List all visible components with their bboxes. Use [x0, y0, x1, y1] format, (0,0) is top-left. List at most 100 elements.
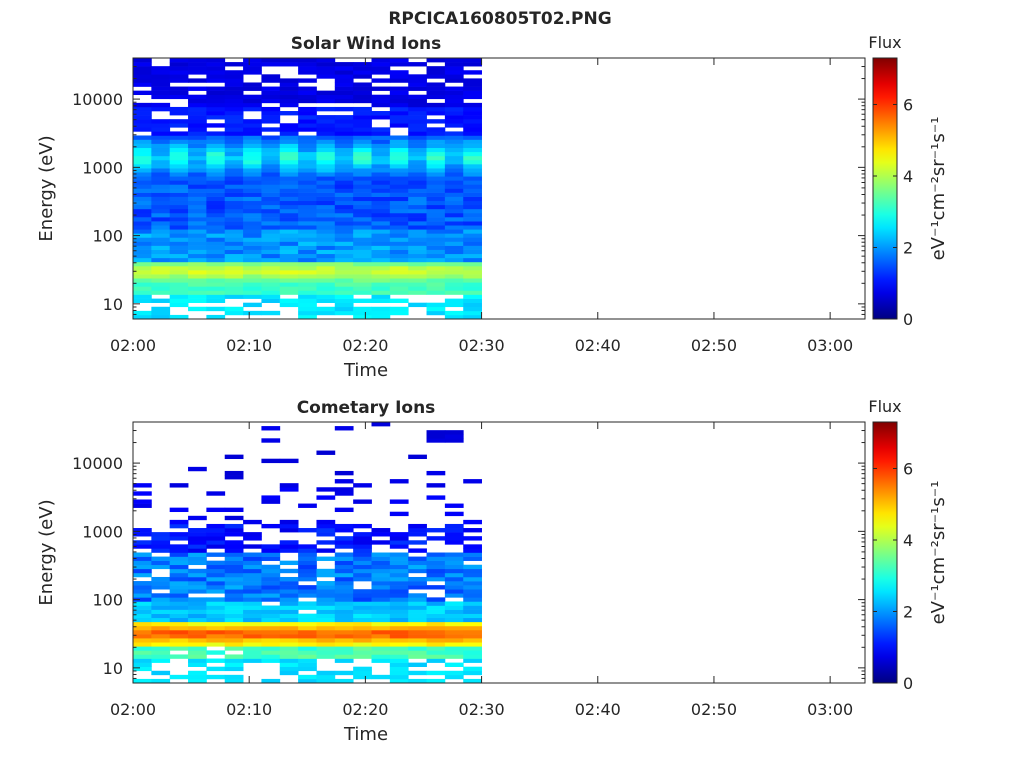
heatmap-cell: [298, 314, 317, 319]
heatmap-cell: [444, 556, 464, 561]
heatmap-cell: [206, 217, 226, 222]
heatmap-cell: [444, 298, 464, 303]
heatmap-cell: [426, 597, 446, 602]
heatmap-cell: [408, 290, 427, 295]
heatmap-cell: [206, 221, 226, 226]
heatmap-cell: [463, 245, 482, 250]
heatmap-cell: [463, 229, 482, 234]
heatmap-cell: [463, 168, 482, 173]
colorbar-tick-label: 4: [903, 167, 913, 186]
heatmap-cell: [408, 82, 427, 87]
heatmap-cell: [279, 184, 299, 189]
heatmap-cell: [206, 491, 226, 496]
heatmap-cell: [188, 123, 207, 128]
heatmap-cell: [426, 286, 446, 291]
heatmap-cell: [206, 253, 226, 259]
heatmap-cell: [463, 94, 482, 100]
heatmap-cell: [261, 135, 281, 140]
heatmap-cell: [279, 200, 299, 206]
heatmap-cell: [243, 625, 262, 631]
heatmap-cell: [298, 650, 317, 655]
heatmap-cell: [353, 249, 372, 255]
heatmap-cell: [261, 143, 281, 149]
heatmap-cell: [206, 115, 226, 120]
heatmap-cell: [279, 123, 299, 128]
heatmap-cell: [408, 302, 427, 308]
heatmap-cell: [298, 654, 317, 659]
heatmap-cell: [188, 106, 207, 112]
panel-title: Solar Wind Ions: [291, 34, 442, 54]
heatmap-cell: [206, 605, 226, 610]
heatmap-cell: [389, 617, 409, 623]
heatmap-cell: [444, 229, 464, 234]
heatmap-cell: [463, 212, 482, 218]
heatmap-cell: [224, 184, 244, 189]
heatmap-cell: [206, 581, 226, 586]
heatmap-cell: [389, 200, 409, 206]
heatmap-cell: [334, 200, 354, 206]
heatmap-cell: [426, 66, 446, 71]
heatmap-cell: [371, 225, 391, 230]
heatmap-cell: [408, 621, 427, 627]
heatmap-cells: [133, 422, 482, 683]
heatmap-cell: [316, 143, 336, 149]
heatmap-cell: [463, 115, 482, 120]
heatmap-cell: [316, 139, 336, 144]
heatmap-cell: [169, 119, 189, 124]
heatmap-cell: [316, 310, 336, 316]
heatmap-cell: [408, 556, 427, 561]
heatmap-cell: [224, 662, 244, 667]
heatmap-cell: [279, 245, 299, 250]
heatmap-cell: [169, 147, 189, 153]
heatmap-cell: [334, 581, 354, 586]
heatmap-cell: [408, 646, 427, 651]
y-tick-label: 10: [103, 295, 123, 314]
heatmap-cell: [463, 552, 482, 557]
heatmap-cell: [243, 609, 262, 614]
heatmap-cell: [316, 605, 336, 610]
heatmap-cell: [463, 90, 482, 96]
heatmap-cell: [353, 278, 372, 283]
heatmap-cell: [353, 172, 372, 177]
heatmap-cell: [224, 74, 244, 79]
heatmap-cell: [426, 221, 446, 226]
heatmap-cell: [408, 605, 427, 610]
heatmap-cell: [279, 642, 299, 647]
x-tick-label: 02:00: [110, 336, 156, 355]
heatmap-cell: [151, 131, 171, 136]
heatmap-cell: [463, 306, 482, 312]
heatmap-cell: [334, 204, 354, 210]
heatmap-cell: [371, 147, 391, 153]
heatmap-cell: [426, 155, 446, 161]
heatmap-cell: [334, 106, 354, 112]
heatmap-cell: [188, 58, 207, 63]
heatmap-cell: [151, 629, 171, 635]
heatmap-cell: [316, 270, 336, 275]
heatmap-cell: [261, 155, 281, 161]
heatmap-cell: [133, 180, 152, 185]
heatmap-cell: [426, 143, 446, 149]
heatmap-cell: [261, 225, 281, 230]
heatmap-cell: [188, 204, 207, 210]
heatmap-cell: [279, 188, 299, 193]
heatmap-cell: [408, 237, 427, 242]
heatmap-cell: [206, 286, 226, 291]
colorbar-tick-label: 0: [903, 674, 913, 693]
heatmap-cell: [206, 544, 226, 549]
heatmap-cell: [206, 66, 226, 71]
heatmap-cell: [389, 225, 409, 230]
heatmap-cell: [371, 208, 391, 214]
heatmap-cell: [334, 621, 354, 627]
heatmap-cell: [298, 589, 317, 594]
heatmap-cell: [298, 58, 317, 63]
heatmap-cell: [371, 634, 391, 639]
heatmap-cell: [279, 192, 299, 197]
heatmap-cell: [206, 155, 226, 161]
heatmap-cell: [224, 123, 244, 128]
heatmap-cell: [426, 601, 446, 606]
colorbar-title: Flux: [868, 33, 901, 52]
heatmap-cell: [353, 221, 372, 226]
heatmap-cell: [463, 576, 482, 582]
heatmap-cell: [169, 208, 189, 214]
heatmap-cell: [169, 58, 189, 63]
